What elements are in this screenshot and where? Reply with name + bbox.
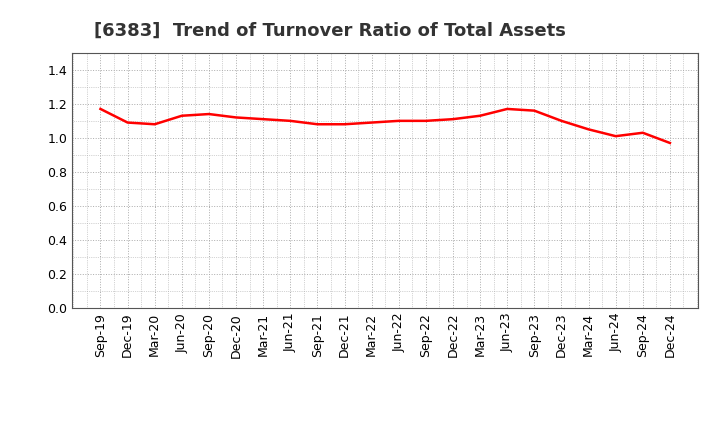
Text: [6383]  Trend of Turnover Ratio of Total Assets: [6383] Trend of Turnover Ratio of Total …: [94, 22, 565, 40]
